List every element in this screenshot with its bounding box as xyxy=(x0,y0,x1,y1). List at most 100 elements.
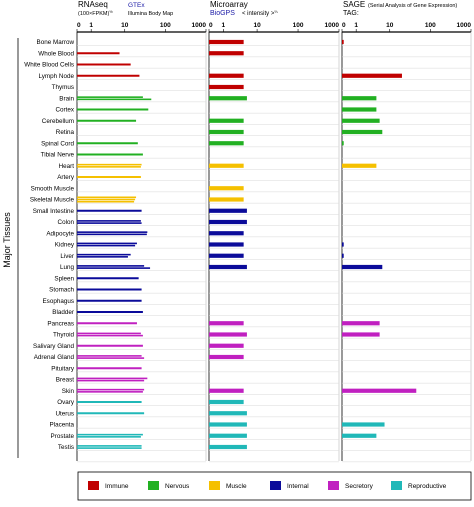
tissue-label: Thyroid xyxy=(53,332,74,339)
bar-micro xyxy=(209,129,244,135)
bar-micro xyxy=(209,411,247,416)
tissue-label: Thymus xyxy=(52,84,74,91)
axis-tick-label: 1 xyxy=(354,22,358,29)
tissue-label: Ovary xyxy=(57,399,75,406)
bar-micro xyxy=(209,141,244,146)
bar-rna xyxy=(77,357,145,359)
microarray-title: Microarray xyxy=(210,0,248,9)
tissue-label: Testis xyxy=(58,444,74,451)
bar-micro xyxy=(209,422,247,427)
microarray-subtitle: < intensity >⅔ xyxy=(242,9,278,17)
bar-rna xyxy=(77,142,138,145)
bar-rna xyxy=(77,388,145,391)
bar-rna xyxy=(77,153,143,156)
bar-rna xyxy=(77,344,143,347)
bar-sage xyxy=(342,163,377,168)
panels-layer: 0 1 10 100 1000 0 1 10 100 1000 0 1 10 100 1000 xyxy=(17,22,471,463)
bar-rna xyxy=(77,367,142,370)
axis-tick-label: 1000 xyxy=(325,22,340,29)
bar-micro xyxy=(209,96,247,101)
bar-rna xyxy=(77,391,143,393)
bar-micro xyxy=(209,388,244,393)
bar-micro xyxy=(209,231,244,236)
axis-tick-label: 100 xyxy=(425,22,436,29)
bar-rna xyxy=(77,108,149,111)
bar-rna xyxy=(77,436,141,438)
rnaseq-source-gtex: GTEx xyxy=(128,2,145,9)
tissue-label: Prostate xyxy=(51,433,75,440)
axis-tick-label: 0 xyxy=(209,22,213,29)
bars-layer xyxy=(77,39,417,450)
bar-rna xyxy=(77,220,141,222)
bar-rna xyxy=(77,433,143,436)
tissue-label: Adipocyte xyxy=(46,230,74,237)
tissue-label: Lymph Node xyxy=(39,73,75,80)
microarray-source: BioGPS xyxy=(210,10,235,17)
axis-tick-label: 100 xyxy=(293,22,304,29)
bar-micro xyxy=(209,219,247,225)
tissue-label: Liver xyxy=(60,253,74,260)
bar-sage xyxy=(342,118,380,123)
bar-rna xyxy=(77,74,140,77)
bar-rna xyxy=(77,52,120,55)
bar-rna xyxy=(77,355,142,357)
tissue-label: Bone Marrow xyxy=(37,39,75,46)
bar-sage xyxy=(342,141,344,146)
legend-label: Immune xyxy=(105,483,129,490)
axis-tick-label: 0 xyxy=(342,22,346,29)
legend-swatch xyxy=(148,481,159,490)
legend-box xyxy=(77,471,472,501)
bar-rna xyxy=(77,198,136,201)
tissue-label: Pituitary xyxy=(51,365,75,372)
tissue-label: Brain xyxy=(59,95,74,102)
bar-rna xyxy=(77,379,145,382)
tissue-labels: Bone Marrow Whole Blood White Blood Cells L… xyxy=(24,39,75,451)
bar-rna xyxy=(77,196,137,199)
bar-rna xyxy=(77,222,142,224)
bar-rna xyxy=(77,209,142,212)
bar-micro xyxy=(209,399,244,405)
bar-micro xyxy=(209,433,247,438)
tissue-label: Pancreas xyxy=(47,320,74,327)
bar-micro xyxy=(209,163,244,168)
bar-sage xyxy=(342,96,377,101)
bar-rna xyxy=(77,166,141,168)
bar-sage xyxy=(342,422,385,427)
bar-sage xyxy=(342,242,344,247)
bar-rna xyxy=(77,98,152,101)
tissue-label: Esophagus xyxy=(42,298,74,305)
tissue-label: Placenta xyxy=(49,422,74,429)
bar-micro xyxy=(209,208,247,213)
tissue-label: Whole Blood xyxy=(38,50,74,57)
legend-swatch xyxy=(88,481,99,490)
legend-label: Muscle xyxy=(226,483,247,490)
rnaseq-title: RNAseq xyxy=(78,0,108,9)
tissue-label: Small Intestine xyxy=(33,208,75,215)
axis-tick-label: 10 xyxy=(253,22,261,29)
bar-sage xyxy=(342,332,380,337)
bar-rna xyxy=(77,231,148,233)
legend-swatch xyxy=(270,481,281,490)
legend-swatch xyxy=(328,481,339,490)
bar-rna xyxy=(77,332,141,335)
bar-sage xyxy=(342,39,344,45)
tissue-label: Colon xyxy=(58,219,75,226)
tissue-label: White Blood Cells xyxy=(24,62,74,69)
bar-rna xyxy=(77,311,143,313)
legend-label: Secretory xyxy=(345,483,374,490)
axis-tick-label: 1 xyxy=(89,22,93,29)
bar-micro xyxy=(209,39,244,45)
rnaseq-subtitle: (100×FPKM)½ xyxy=(78,9,113,17)
bar-rna xyxy=(77,176,141,178)
tissue-label: Kidney xyxy=(55,242,75,249)
bar-micro xyxy=(209,73,244,78)
bar-micro xyxy=(209,253,244,258)
tissue-label: Tibial Nerve xyxy=(41,152,75,159)
bar-sage xyxy=(342,73,402,78)
tissue-label: Adrenal Gland xyxy=(34,354,75,361)
bar-rna xyxy=(77,401,142,403)
axis-tick-label: 100 xyxy=(160,22,171,29)
bar-rna xyxy=(77,288,142,291)
bar-rna xyxy=(77,412,145,415)
bar-rna xyxy=(77,63,131,66)
